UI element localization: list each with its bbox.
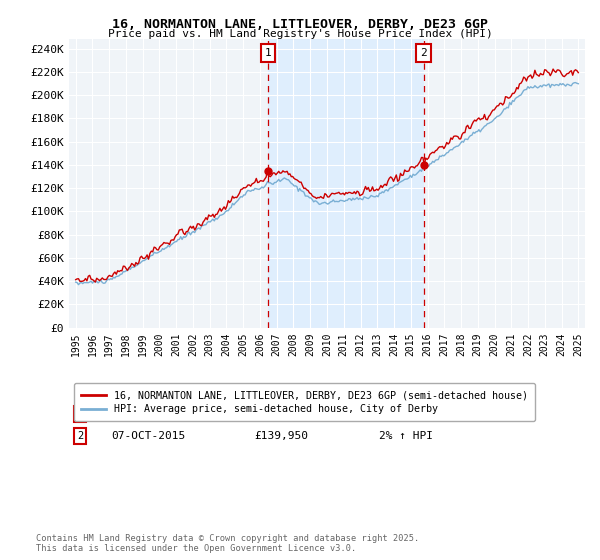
Text: 19-JUN-2006: 19-JUN-2006 (112, 409, 185, 419)
Bar (268, 39, 424, 328)
Text: Price paid vs. HM Land Registry's House Price Index (HPI): Price paid vs. HM Land Registry's House … (107, 29, 493, 39)
Text: £135,000: £135,000 (255, 409, 309, 419)
Text: 2% ↑ HPI: 2% ↑ HPI (379, 431, 433, 441)
Text: 07-OCT-2015: 07-OCT-2015 (112, 431, 185, 441)
Text: £139,950: £139,950 (255, 431, 309, 441)
Text: 1: 1 (265, 48, 271, 58)
Text: 2: 2 (420, 48, 427, 58)
Text: 2: 2 (77, 431, 83, 441)
Text: 6% ↑ HPI: 6% ↑ HPI (379, 409, 433, 419)
Text: Contains HM Land Registry data © Crown copyright and database right 2025.
This d: Contains HM Land Registry data © Crown c… (36, 534, 419, 553)
Text: 1: 1 (77, 409, 83, 419)
Legend: 16, NORMANTON LANE, LITTLEOVER, DERBY, DE23 6GP (semi-detached house), HPI: Aver: 16, NORMANTON LANE, LITTLEOVER, DERBY, D… (74, 383, 535, 421)
Text: 16, NORMANTON LANE, LITTLEOVER, DERBY, DE23 6GP: 16, NORMANTON LANE, LITTLEOVER, DERBY, D… (112, 18, 488, 31)
